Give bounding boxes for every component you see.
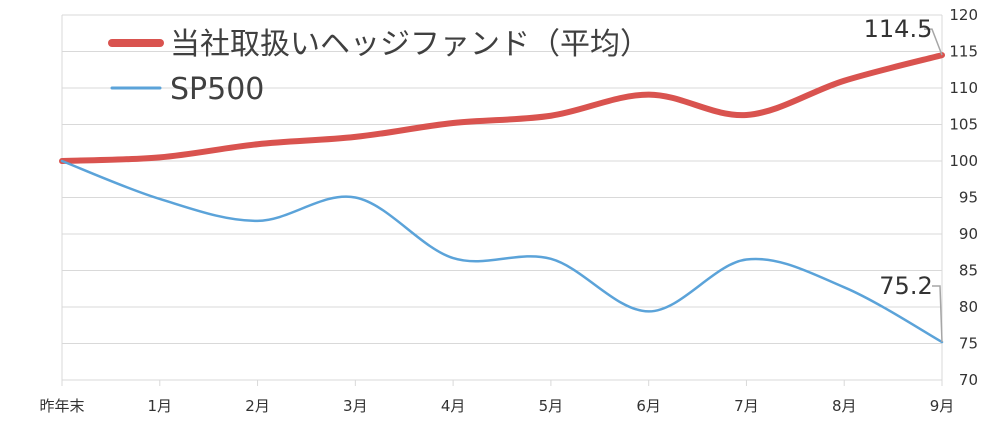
x-tick-label: 4月 [441, 397, 466, 415]
y-tick-label: 90 [959, 225, 978, 243]
x-tick-label: 7月 [734, 397, 759, 415]
series-layer [59, 52, 945, 344]
y-tick-label: 95 [959, 189, 978, 207]
y-tick-label: 70 [959, 371, 978, 389]
axis-layer: 70 75 80 85 90 95 100 105 110 115 120 昨年末 1月 2月 3月 4月 5月… [39, 6, 978, 415]
data-label: 75.2 [879, 272, 932, 300]
data-label-leader [924, 28, 943, 56]
series-line-0 [59, 52, 945, 164]
legend-label: 当社取扱いヘッジファンド（平均） [170, 27, 650, 62]
y-tick-label: 85 [959, 262, 978, 280]
x-tick-label: 1月 [148, 397, 173, 415]
legend: 当社取扱いヘッジファンド（平均） SP500 [108, 27, 650, 107]
data-label: 114.5 [864, 15, 933, 43]
y-tick-label: 105 [949, 116, 978, 134]
y-tick-label: 100 [949, 152, 978, 170]
data-label-leader [932, 285, 943, 343]
y-tick-label: 120 [949, 6, 978, 24]
x-tick-label: 8月 [832, 397, 857, 415]
data-label-layer: 114.5 75.2 [864, 15, 943, 343]
x-tick-label: 6月 [636, 397, 661, 415]
x-tick-label: 9月 [930, 397, 955, 415]
y-tick-label: 75 [959, 335, 978, 353]
legend-label: SP500 [170, 72, 264, 107]
x-tick-label: 3月 [343, 397, 368, 415]
x-tick-label: 2月 [245, 397, 270, 415]
series-line-1 [60, 159, 944, 344]
x-tick-label: 5月 [539, 397, 564, 415]
x-tick-label: 昨年末 [39, 397, 84, 415]
y-tick-label: 110 [949, 79, 978, 97]
y-tick-label: 80 [959, 298, 978, 316]
y-tick-label: 115 [949, 43, 978, 61]
grid-layer [61, 14, 943, 381]
